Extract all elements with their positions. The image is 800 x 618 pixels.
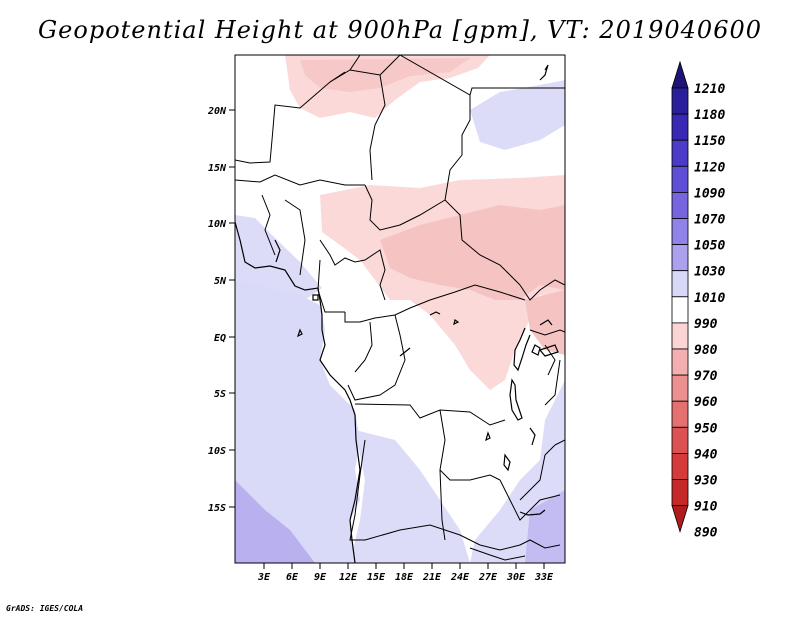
lavender-region-atlantic (235, 280, 360, 563)
shaded-field (235, 55, 565, 563)
colorbar-segment (671, 374, 689, 402)
colorbar-label: 930 (694, 474, 718, 489)
lat-label-15n: 15N (208, 163, 227, 174)
lon-label-12e: 12E (339, 572, 358, 583)
colorbar-label: 960 (694, 395, 718, 410)
colorbar-segment (671, 139, 689, 167)
colorbar-label: 990 (694, 317, 718, 332)
lon-label-9e: 9E (314, 572, 327, 583)
colorbar-segment (671, 113, 689, 141)
purple-region-southwest (235, 480, 315, 563)
coastlines (235, 64, 559, 563)
colorbar-segment (671, 479, 689, 507)
longitude-axis: 3E 6E 9E 12E 15E 18E 21E 24E 27E 30E 33E (257, 563, 554, 583)
lat-label-15s: 15S (208, 503, 226, 514)
plot-title: Geopotential Height at 900hPa [gpm], VT:… (38, 16, 762, 44)
colorbar-bottom-arrow (671, 505, 689, 533)
lon-label-21e: 21E (422, 572, 442, 583)
purple-region-southeast (525, 490, 565, 563)
colorbar-segment (671, 348, 689, 376)
colorbar-label: 910 (694, 500, 718, 515)
colorbar-label: 1180 (694, 108, 725, 123)
colorbar-segment (671, 244, 689, 272)
lon-label-3e: 3E (257, 572, 271, 583)
lat-label-5s: 5S (214, 389, 226, 400)
colorbar-segment (671, 218, 689, 246)
lon-label-30e: 30E (506, 572, 526, 583)
colorbar-top-arrow (671, 60, 689, 89)
colorbar-label: 1050 (694, 239, 725, 254)
lavender-region-west (235, 215, 322, 300)
lat-label-eq: EQ (214, 333, 226, 344)
lon-label-27e: 27E (478, 572, 498, 583)
colorbar-label: 1150 (694, 134, 725, 149)
colorbar-segment (671, 191, 689, 219)
map-frame (234, 54, 566, 564)
colorbar-label: 1210 (694, 82, 725, 97)
colorbar-segment (671, 400, 689, 428)
lon-label-24e: 24E (450, 572, 470, 583)
lat-label-20n: 20N (207, 106, 227, 117)
lon-label-33e: 33E (534, 572, 554, 583)
colorbar-label: 940 (694, 447, 718, 462)
lavender-region-south (350, 430, 470, 563)
colorbar-label: 890 (694, 526, 718, 541)
colorbar-label: 950 (694, 421, 718, 436)
country-boundaries (235, 55, 565, 561)
lon-label-6e: 6E (286, 572, 299, 583)
colorbar: 1210 1180 1150 1120 1090 1070 1050 1030 1010 990 9… (671, 60, 725, 541)
colorbar-label: 970 (694, 369, 718, 384)
colorbar-segment (671, 452, 689, 480)
colorbar-segment (671, 87, 689, 115)
colorbar-label: 1090 (694, 186, 725, 201)
colorbar-label: 1070 (694, 213, 725, 228)
lavender-region-east (470, 80, 565, 150)
lat-label-10n: 10N (208, 219, 227, 230)
colorbar-segment (671, 165, 689, 193)
colorbar-segment (671, 426, 689, 454)
colorbar-segment (671, 322, 689, 350)
lon-label-15e: 15E (367, 572, 386, 583)
latitude-axis: 20N 15N 10N 5N EQ 5S 10S 15S (207, 106, 235, 514)
lat-label-10s: 10S (208, 446, 226, 457)
colorbar-segment (671, 296, 689, 324)
colorbar-label: 1010 (694, 291, 725, 306)
colorbar-label: 1030 (694, 265, 725, 280)
grads-credit: GrADS: IGES/COLA (6, 604, 84, 613)
pink-region-north-dark (300, 58, 470, 92)
colorbar-label: 1120 (694, 160, 725, 175)
colorbar-segment (671, 270, 689, 298)
pink-region-central-dark (380, 205, 565, 300)
lat-label-5n: 5N (214, 276, 227, 287)
colorbar-label: 980 (694, 343, 718, 358)
lon-label-18e: 18E (395, 572, 414, 583)
